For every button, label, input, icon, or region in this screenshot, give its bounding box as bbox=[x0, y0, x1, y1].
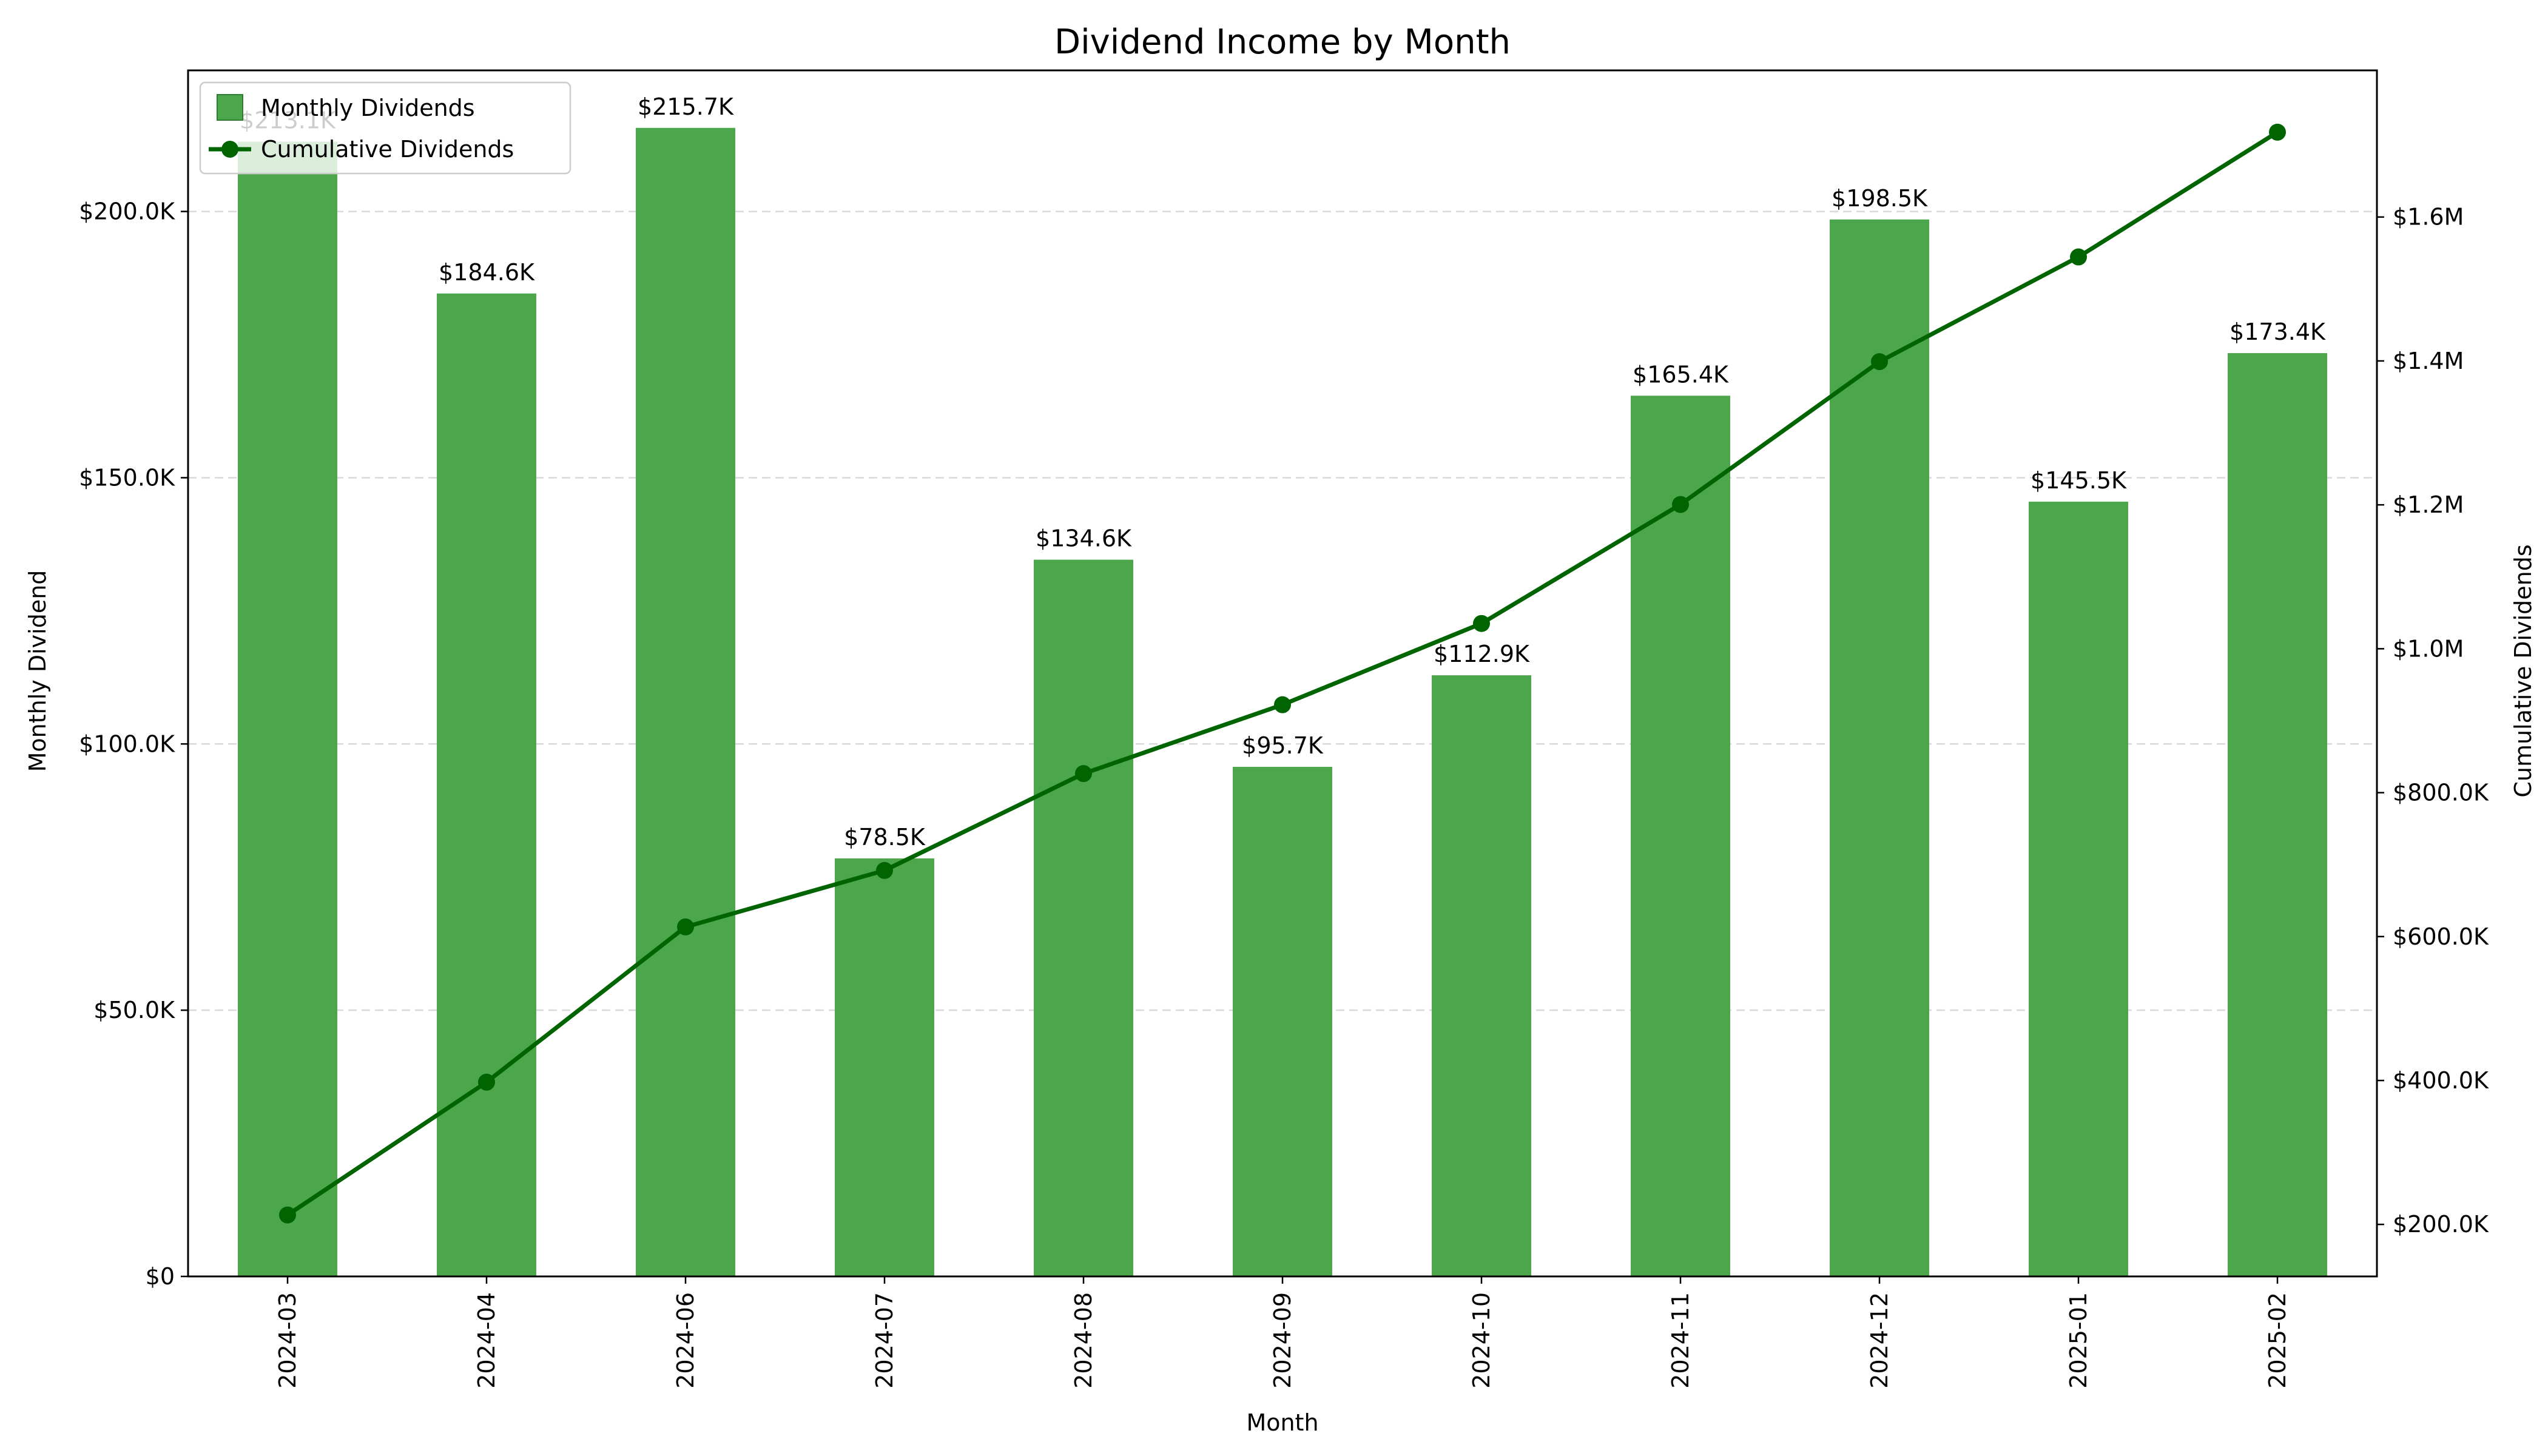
bar-value-label: $215.7K bbox=[638, 93, 734, 120]
bar bbox=[2029, 501, 2128, 1276]
x-tick-label: 2024-08 bbox=[1070, 1292, 1097, 1389]
x-tick-label: 2025-02 bbox=[2264, 1292, 2291, 1389]
y-tick-label: $100.0K bbox=[79, 730, 175, 757]
bar bbox=[1034, 559, 1133, 1277]
bar-labels-layer: $213.1K$184.6K$215.7K$78.5K$134.6K$95.7K… bbox=[240, 93, 2326, 851]
cumulative-point bbox=[478, 1073, 495, 1091]
bar bbox=[2228, 353, 2327, 1276]
x-tick-label: 2024-11 bbox=[1667, 1292, 1694, 1389]
legend-line-marker bbox=[221, 141, 238, 158]
cumulative-point bbox=[1274, 696, 1291, 713]
bar-value-label: $198.5K bbox=[1832, 185, 1928, 212]
bar bbox=[1830, 219, 1929, 1276]
bar-value-label: $173.4K bbox=[2230, 318, 2326, 345]
y2-tick-label: $800.0K bbox=[2393, 780, 2489, 806]
y2-axis-label: Cumulative Dividends bbox=[2510, 544, 2536, 797]
legend-label-cumulative: Cumulative Dividends bbox=[261, 136, 514, 163]
bar-value-label: $134.6K bbox=[1036, 525, 1132, 552]
bars-layer bbox=[238, 127, 2327, 1277]
y2-tick-label: $1.0M bbox=[2393, 635, 2464, 662]
line-layer bbox=[279, 123, 2286, 1224]
bar bbox=[437, 293, 536, 1276]
cumulative-point bbox=[1672, 496, 1689, 513]
x-tick-label: 2024-09 bbox=[1269, 1292, 1296, 1389]
x-tick-label: 2025-01 bbox=[2065, 1292, 2092, 1389]
bar-value-label: $95.7K bbox=[1242, 732, 1324, 759]
bar-value-label: $165.4K bbox=[1633, 361, 1729, 388]
cumulative-point bbox=[1473, 615, 1490, 632]
x-tick-label: 2024-12 bbox=[1866, 1292, 1893, 1389]
cumulative-point bbox=[677, 918, 694, 935]
bar bbox=[1432, 675, 1531, 1276]
y-tick-label: $200.0K bbox=[79, 198, 175, 225]
y-axis-label: Monthly Dividend bbox=[24, 570, 51, 772]
y2-tick-label: $1.6M bbox=[2393, 204, 2464, 231]
bar-value-label: $184.6K bbox=[439, 259, 535, 286]
y2-tick-label: $400.0K bbox=[2393, 1067, 2489, 1094]
x-tick-label: 2024-06 bbox=[672, 1292, 699, 1389]
x-tick-label: 2024-10 bbox=[1468, 1292, 1495, 1389]
cumulative-point bbox=[2070, 248, 2087, 266]
y-tick-label: $0 bbox=[146, 1263, 175, 1290]
cumulative-point bbox=[2269, 123, 2286, 141]
bar-value-label: $78.5K bbox=[844, 824, 926, 851]
bar bbox=[636, 127, 735, 1277]
x-axis-label: Month bbox=[1246, 1409, 1318, 1436]
legend-layer: Monthly Dividends Cumulative Dividends bbox=[199, 81, 571, 175]
y2-tick-label: $1.4M bbox=[2393, 348, 2464, 374]
x-tick-label: 2024-04 bbox=[473, 1292, 500, 1389]
x-tick-label: 2024-03 bbox=[274, 1292, 301, 1389]
y2-tick-label: $200.0K bbox=[2393, 1211, 2489, 1238]
bar bbox=[238, 141, 337, 1277]
legend-box bbox=[199, 81, 571, 175]
bar bbox=[835, 858, 934, 1276]
cumulative-point bbox=[876, 861, 893, 879]
y-tick-label: $50.0K bbox=[93, 997, 175, 1023]
legend-bar-swatch bbox=[217, 94, 243, 121]
x-tick-label: 2024-07 bbox=[871, 1292, 898, 1389]
chart-title: Dividend Income by Month bbox=[1054, 22, 1511, 62]
y2-tick-label: $1.2M bbox=[2393, 491, 2464, 518]
bar-value-label: $145.5K bbox=[2031, 467, 2127, 494]
bar bbox=[1631, 396, 1730, 1276]
cumulative-point bbox=[1075, 765, 1092, 783]
bar-value-label: $112.9K bbox=[1434, 641, 1530, 667]
cumulative-point bbox=[1871, 353, 1888, 371]
y2-tick-label: $600.0K bbox=[2393, 923, 2489, 950]
y-tick-label: $150.0K bbox=[79, 464, 175, 491]
legend-label-monthly: Monthly Dividends bbox=[261, 95, 475, 121]
cumulative-point bbox=[279, 1206, 296, 1224]
axes-layer: $0 $50.0K $100.0K $150.0K $200.0K $200.0K $400… bbox=[79, 69, 2489, 1389]
bar bbox=[1233, 767, 1332, 1276]
